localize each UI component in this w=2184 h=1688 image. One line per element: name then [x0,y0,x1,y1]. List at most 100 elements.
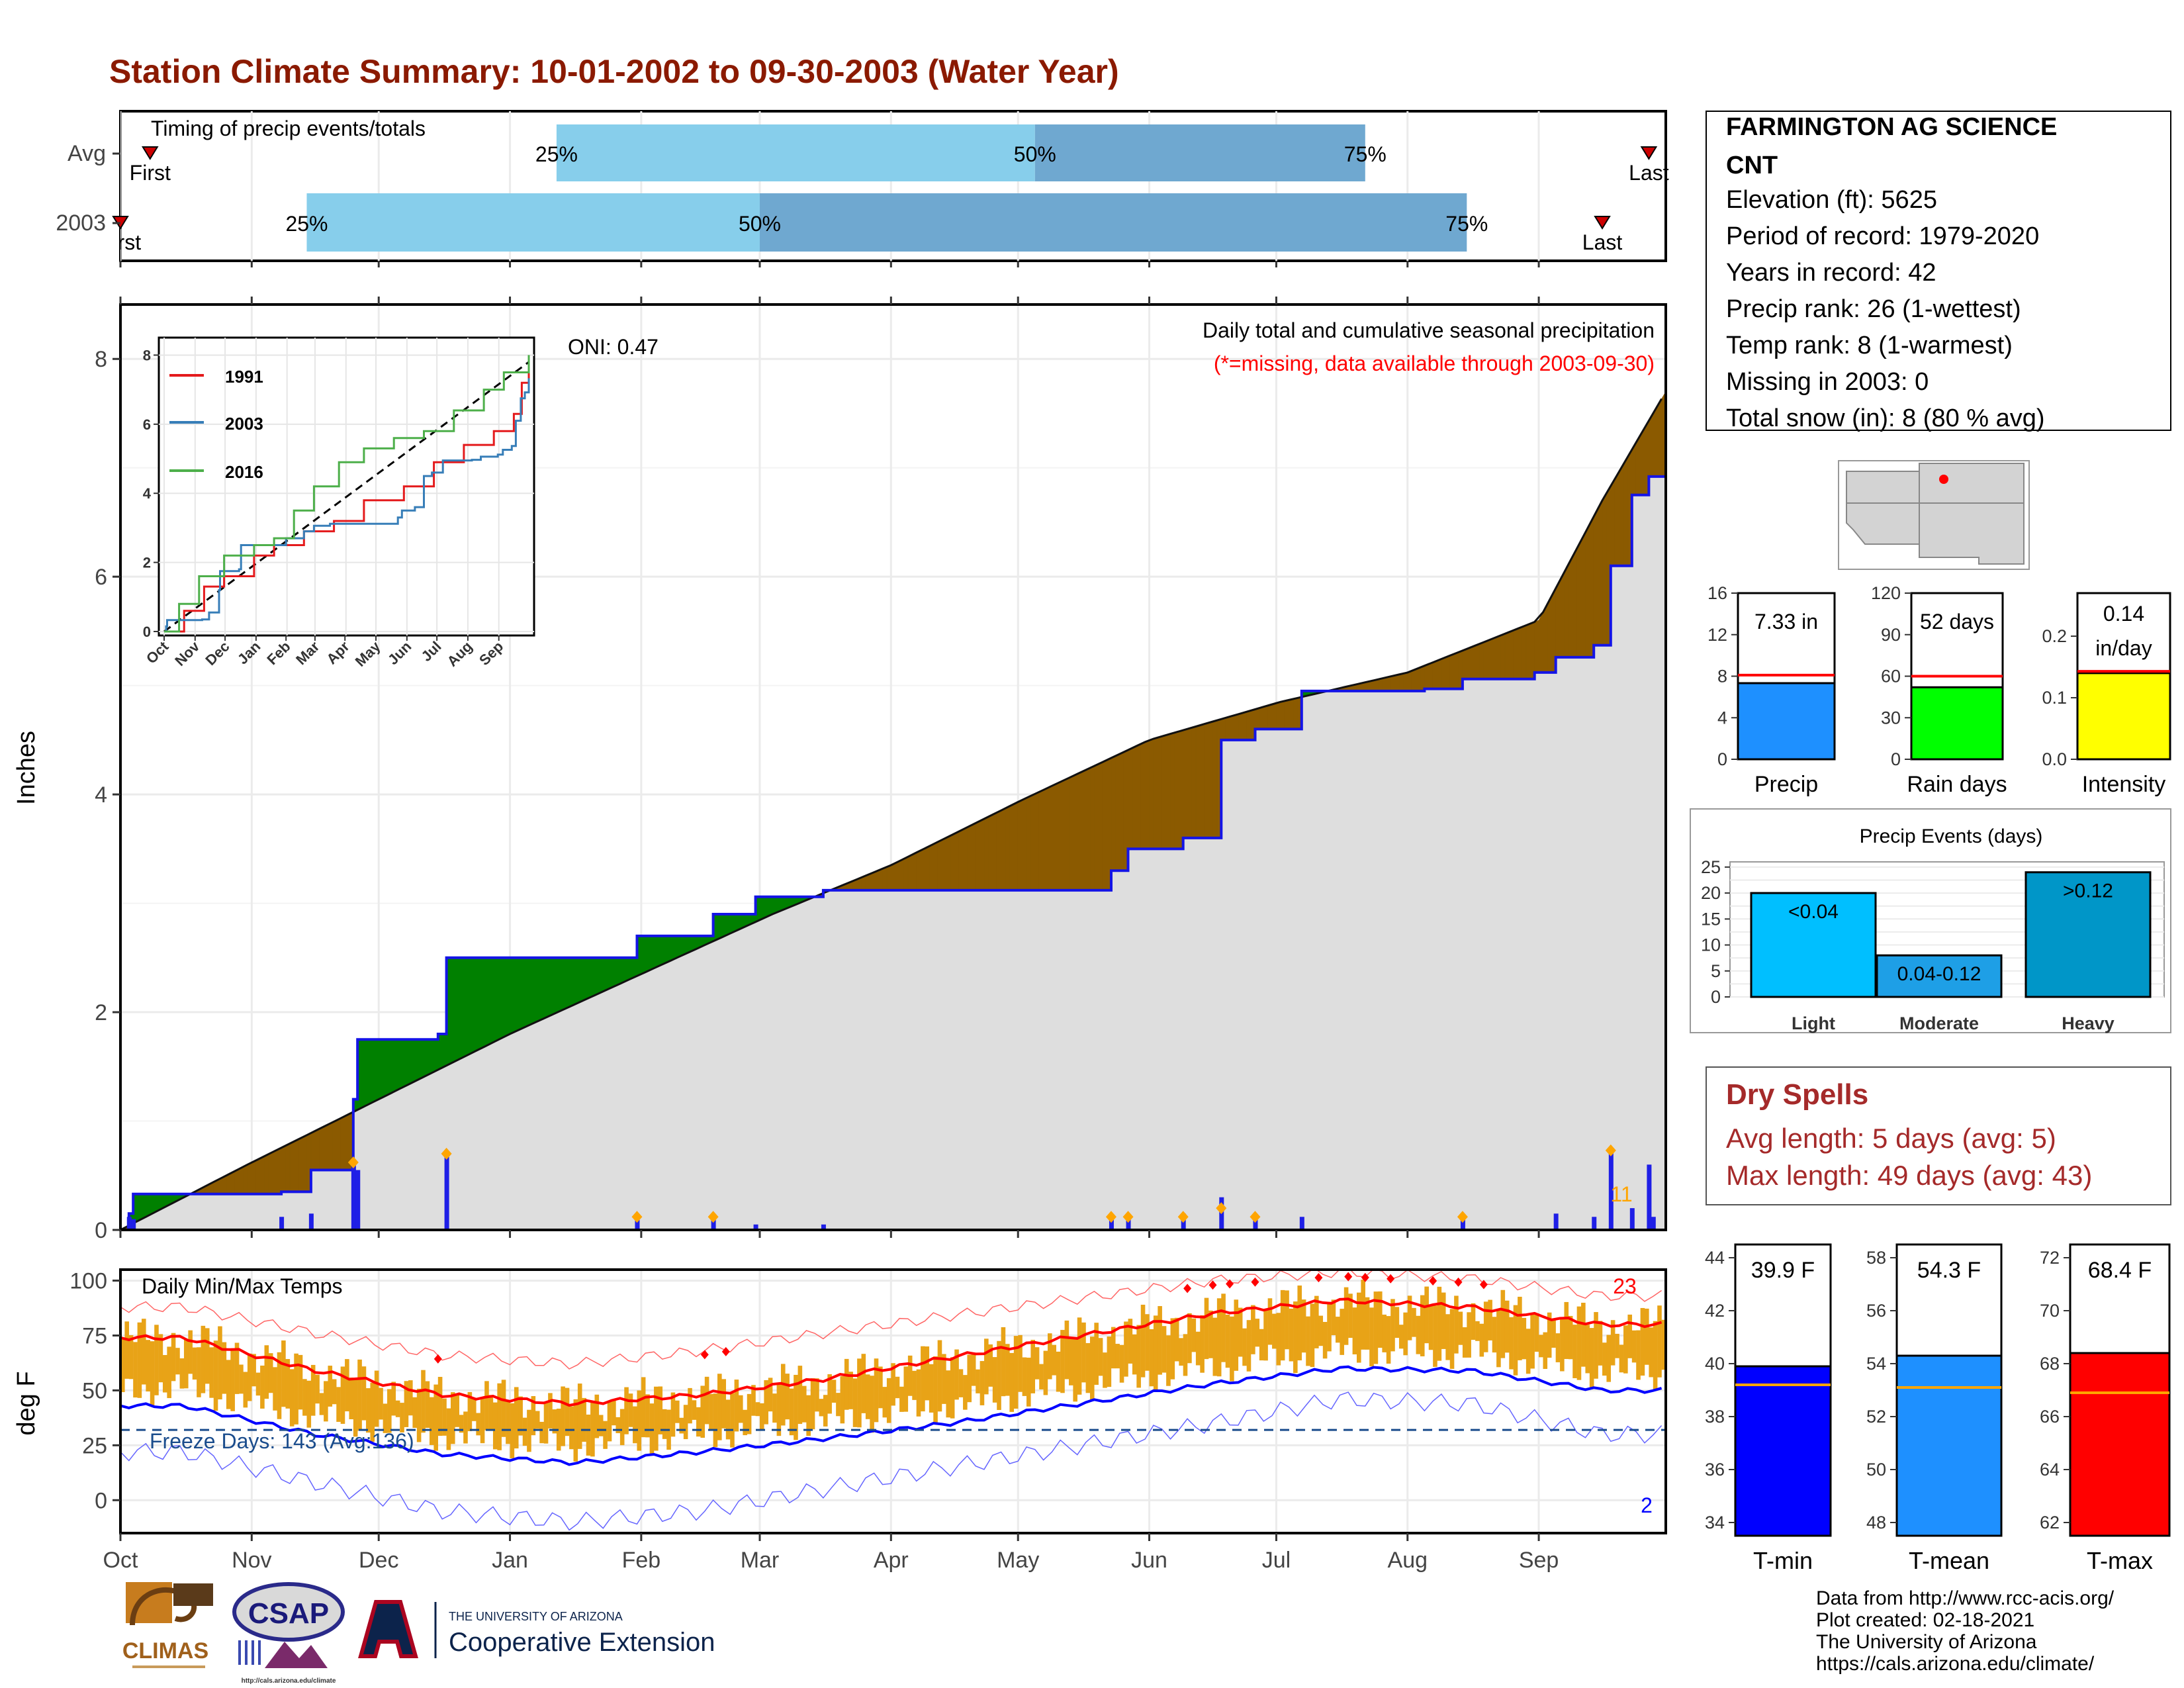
daily-temp-bar [1297,1285,1302,1361]
daily-temp-bar [1124,1321,1128,1377]
cumulative-diff-band [1640,427,1645,496]
station-info: FARMINGTON AG SCIENCE CNT Elevation (ft)… [1706,111,2171,432]
mini-tmean-y-tick-label: 50 [1866,1460,1886,1479]
cumulative-diff-band [505,957,510,1037]
cumulative-diff-band [1068,775,1073,891]
events-y-tick-label: 5 [1711,961,1721,981]
daily-temp-bar [1085,1342,1091,1393]
cumulative-diff-band [1022,797,1027,891]
daily-temp-bar [146,1340,150,1392]
cumulative-diff-band [370,1039,375,1104]
cumulative-diff-band [1653,405,1658,477]
cumulative-diff-band [1115,753,1120,871]
daily-temp-bar [497,1383,502,1450]
cumulative-diff-band [1432,660,1437,689]
cumulative-diff-band [582,957,586,1002]
record-high-marker [1314,1273,1323,1283]
daily-temp-bar [988,1344,993,1387]
daily-temp-bar [527,1409,531,1452]
daily-temp-bar [1500,1289,1506,1358]
daily-temp-bar [1115,1344,1120,1369]
avg-cumulative-area [120,391,1666,1230]
daily-temp-bar [1230,1316,1234,1382]
cumulative-diff-band [1144,739,1150,849]
daily-temp-bar [950,1357,955,1419]
station-marker [1939,475,1948,484]
daily-temp-bar [1306,1316,1310,1366]
inset-line-2003 [164,378,530,633]
cumulative-diff-band [903,856,909,891]
mini-intensity-y-tick-label: 0.1 [2042,688,2067,708]
cumulative-diff-band [1094,763,1099,891]
cumulative-diff-band [1398,673,1404,692]
daily-temp-bar [852,1378,858,1427]
cumulative-diff-band [1559,572,1565,658]
cumulative-diff-band [433,1039,439,1072]
cumulative-diff-band [1585,524,1590,658]
cumulative-diff-band [1102,759,1107,891]
month-tick-label: May [997,1548,1039,1573]
daily-temp-bar [222,1342,227,1394]
daily-temp-bar [861,1354,866,1413]
mini-precip-bar [1737,682,1836,761]
inset-lines [163,355,530,633]
events-y-tick-label: 10 [1701,935,1721,955]
daily-temp-bar [370,1382,375,1442]
record-high-marker [1344,1272,1353,1282]
freeze-days-label: Freeze Days: 143 (Avg:136) [150,1429,414,1453]
cumulative-diff-band [1246,710,1251,741]
cumulative-diff-band [383,1039,388,1098]
cumulative-diff-band [552,957,557,1015]
cumulative-diff-band [1030,793,1036,891]
daily-temp-bar [1365,1297,1370,1350]
daily-temp-bar [1119,1344,1124,1383]
daily-temp-bar [349,1378,354,1420]
cumulative-diff-band [1500,633,1506,680]
daily-temp-bar [137,1322,142,1398]
mini-intensity-unit: in/day [2095,636,2152,660]
cumulative-diff-band [1242,711,1247,741]
precip-frame [119,303,1667,1231]
mini-tmean-y-tick-label: 58 [1866,1248,1886,1268]
daily-temp-bar [506,1401,510,1444]
timing-bars: 25% 50% 75% First Last 25% 50% 75% First Last [112,124,1669,254]
daily-temp-bar [1394,1307,1400,1338]
timing-bar-25-50 [306,193,760,252]
daily-temp-bar [1314,1295,1319,1348]
cumulative-diff-band [1238,712,1243,741]
inset-y-tick-label: 4 [143,485,152,502]
daily-temp-bar [1263,1309,1268,1361]
precip-panel-subtitle: (*=missing, data available through 2003-… [1214,352,1655,375]
mini-tmin-y-tick-label: 34 [1705,1513,1725,1532]
daily-temp-bar [379,1387,383,1420]
daily-temp-bar [1433,1305,1437,1367]
daily-temp-bar [1479,1323,1484,1357]
timing-bar-25-50 [556,124,1035,181]
cumulative-diff-band [1420,665,1425,692]
cumulative-diff-band [729,914,735,934]
events-category-moderate: Moderate [1899,1013,1979,1033]
cumulative-diff-band [983,816,989,891]
csap-mountains [265,1642,328,1668]
daily-temp-bar [1056,1351,1061,1392]
mini-tmax-y-tick-label: 72 [2040,1248,2060,1268]
cumulative-diff-band [1416,667,1421,692]
cumulative-diff-band [653,935,659,969]
timing-last-marker [1640,146,1658,160]
daily-temp-bar [1336,1317,1340,1343]
daily-temp-bar [615,1417,621,1434]
daily-temp-bar [1530,1313,1535,1369]
daily-temp-bar [1018,1335,1023,1392]
daily-temp-bar [124,1321,129,1379]
daily-temp-bar [603,1421,608,1449]
daily-temp-bar [488,1395,494,1431]
cumulative-diff-band [1187,727,1192,839]
daily-temp-bar [582,1397,586,1442]
daily-temp-bar [324,1381,328,1422]
mini-intensity-y-tick-label: 0.2 [2042,626,2067,646]
daily-temp-bar [1103,1352,1107,1388]
daily-temp-bar [725,1399,731,1440]
cumulative-diff-band [344,1113,349,1170]
mini-tmin-y-tick-label: 42 [1705,1301,1725,1321]
mini-rain-days-value: 52 days [1920,610,1994,633]
